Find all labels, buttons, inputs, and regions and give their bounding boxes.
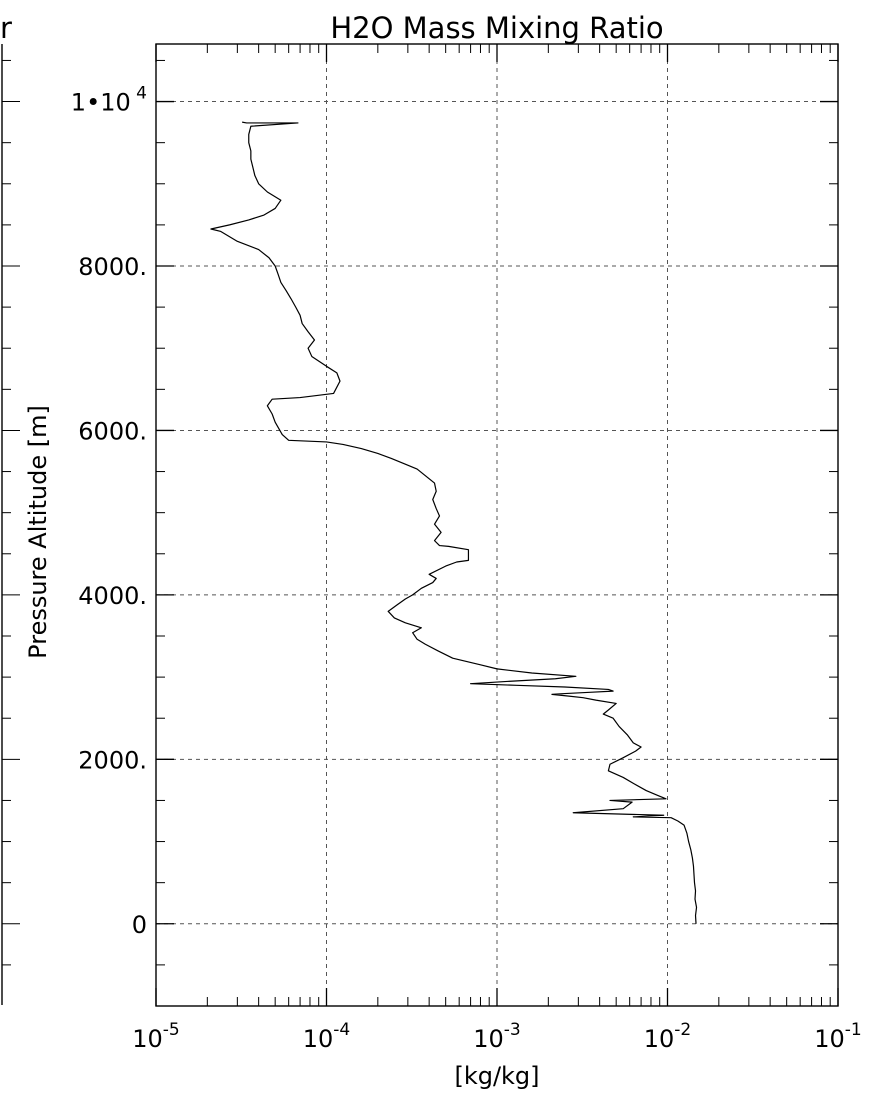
chart-title: H2O Mass Mixing Ratio (330, 11, 663, 45)
y-axis-label: Pressure Altitude [m] (24, 405, 52, 659)
grid-lines (156, 44, 838, 1006)
y-tick-label: 0 (132, 911, 147, 939)
y-tick-label: 6000. (78, 417, 147, 445)
x-tick-label: 10-3 (473, 1020, 521, 1053)
series-line-0 (210, 121, 698, 924)
y-tick-label: 8000. (78, 253, 147, 281)
left-panel-title-fragment: r (0, 11, 12, 45)
axis-minor-ticks (156, 44, 838, 1006)
y-axis-tick-labels: 0 2000. 4000. 6000. 8000. 1•10 4 (71, 84, 147, 939)
x-axis-tick-labels: 10-5 10-4 10-3 10-2 10-1 (132, 1020, 862, 1053)
x-tick-label: 10-5 (132, 1020, 180, 1053)
y-tick-label: 1•10 4 (71, 84, 147, 117)
plot-frame (155, 43, 839, 1007)
left-panel-ticks (2, 59, 20, 966)
data-series (210, 121, 698, 924)
x-tick-label: 10-1 (814, 1020, 862, 1053)
y-tick-label: 4000. (78, 582, 147, 610)
x-tick-label: 10-4 (303, 1020, 351, 1053)
x-tick-label: 10-2 (644, 1020, 692, 1053)
y-tick-label: 2000. (78, 746, 147, 774)
x-axis-label: [kg/kg] (454, 1062, 539, 1090)
